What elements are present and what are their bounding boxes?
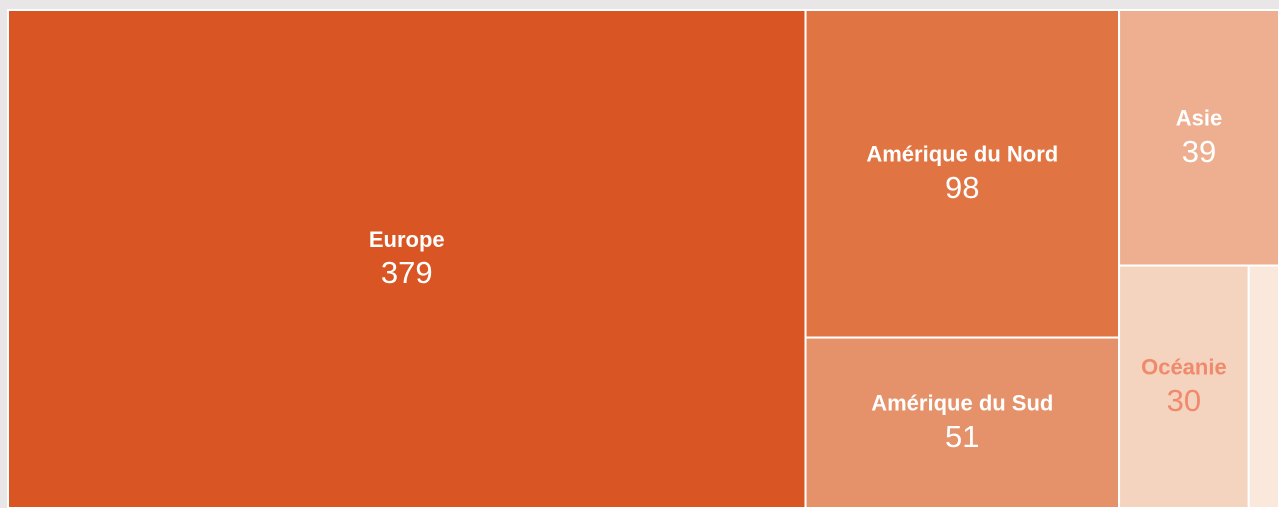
tile-label: Océanie xyxy=(1141,355,1227,380)
tile xyxy=(1247,264,1279,508)
tile-label: Asie xyxy=(1176,106,1222,131)
tile-value: 379 xyxy=(381,255,433,290)
tile-label: Europe xyxy=(369,227,445,252)
tile xyxy=(1118,9,1279,267)
tile-value: 98 xyxy=(945,170,979,205)
tile xyxy=(7,9,807,508)
tile-value: 51 xyxy=(945,419,979,454)
tile-label: Amérique du Sud xyxy=(871,391,1053,416)
tile-value: 30 xyxy=(1167,383,1201,418)
tile-label: Amérique du Nord xyxy=(866,142,1058,167)
tile xyxy=(804,336,1121,508)
tile-value: 39 xyxy=(1182,134,1216,169)
